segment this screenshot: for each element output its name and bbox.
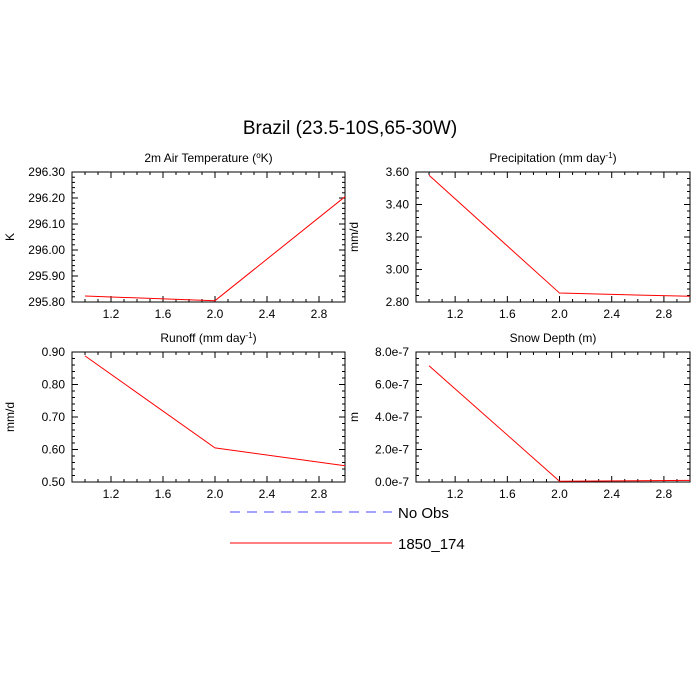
panel-4: Snow Depth (m) m 1.2 1.6 2.0 2.4 2.8 0.0e-7 2.0e…: [347, 331, 691, 501]
x-tick-label: 1.2: [447, 307, 464, 321]
y-tick-label: 0.90: [42, 345, 66, 359]
x-tick-label: 2.8: [656, 307, 673, 321]
y-axis-label: mm/d: [3, 402, 17, 432]
panel-title: Snow Depth (m): [510, 331, 597, 345]
x-tick-label: 1.2: [103, 487, 120, 501]
y-tick-label: 296.10: [28, 217, 65, 231]
legend-entry-2: 1850_174: [230, 536, 465, 553]
y-tick-label: 296.20: [28, 191, 65, 205]
panel-2: Precipitation (mm day-1) mm/d 1.2 1.6 2.0 2.4…: [347, 151, 691, 321]
series-line-1: [84, 196, 346, 302]
y-tick-label: 0.60: [42, 443, 66, 457]
y-tick-label: 296.30: [28, 165, 65, 179]
panels: 2m Air Temperature (oK) K 1.2 1.6 2.0 2.4 2.8 2…: [3, 151, 691, 501]
y-tick-label: 3.20: [386, 230, 410, 244]
series-line-1: [428, 174, 691, 297]
x-tick-label: 2.0: [207, 487, 224, 501]
y-tick-label: 8.0e-7: [375, 345, 409, 359]
panel-frame: [415, 351, 691, 483]
x-tick-label: 1.6: [499, 487, 516, 501]
y-tick-label: 4.0e-7: [375, 410, 409, 424]
x-tick-label: 2.8: [311, 487, 328, 501]
y-tick-label: 6.0e-7: [375, 378, 409, 392]
x-tick-label: 2.4: [603, 307, 620, 321]
y-axis-label: m: [347, 412, 361, 422]
y-axis-label: mm/d: [347, 222, 361, 252]
x-tick-label: 1.2: [447, 487, 464, 501]
panel-frame: [71, 351, 346, 483]
x-tick-label: 1.6: [155, 307, 172, 321]
y-tick-label: 0.50: [42, 475, 66, 489]
x-tick-label: 2.4: [259, 487, 276, 501]
series-line-1: [428, 365, 691, 482]
x-tick-label: 2.0: [551, 307, 568, 321]
x-tick-label: 1.6: [155, 487, 172, 501]
y-tick-label: 2.80: [386, 295, 410, 309]
panel-frame: [71, 171, 346, 303]
panel-title: Runoff (mm day-1): [160, 331, 256, 345]
legend-entry-1: No Obs: [230, 505, 449, 522]
series-line-1: [84, 355, 346, 467]
panel-1: 2m Air Temperature (oK) K 1.2 1.6 2.0 2.4 2.8 2…: [3, 151, 346, 321]
y-tick-label: 0.70: [42, 410, 66, 424]
y-tick-label: 296.00: [28, 243, 65, 257]
y-tick-label: 2.0e-7: [375, 443, 409, 457]
y-tick-label: 3.60: [386, 165, 410, 179]
y-tick-label: 3.40: [386, 198, 410, 212]
x-tick-label: 2.0: [207, 307, 224, 321]
x-tick-label: 2.0: [551, 487, 568, 501]
x-tick-label: 2.4: [259, 307, 276, 321]
y-tick-label: 0.80: [42, 378, 66, 392]
legend-label: No Obs: [398, 505, 449, 522]
panel-frame: [415, 171, 691, 303]
y-tick-label: 295.90: [28, 269, 65, 283]
legend-label: 1850_174: [398, 536, 465, 553]
x-tick-label: 2.8: [311, 307, 328, 321]
panel-title: Precipitation (mm day-1): [489, 151, 616, 165]
panel-3: Runoff (mm day-1) mm/d 1.2 1.6 2.0 2.4 2.8 0.50…: [3, 331, 346, 501]
y-tick-label: 295.80: [28, 295, 65, 309]
y-axis-label: K: [3, 233, 17, 241]
x-tick-label: 2.4: [603, 487, 620, 501]
x-tick-label: 2.8: [656, 487, 673, 501]
figure-title: Brazil (23.5-10S,65-30W): [243, 118, 457, 139]
panel-title: 2m Air Temperature (oK): [144, 151, 272, 165]
legend: No Obs 1850_174: [230, 505, 465, 553]
y-tick-label: 0.0e-7: [375, 475, 409, 489]
x-tick-label: 1.2: [103, 307, 120, 321]
y-tick-label: 3.00: [386, 263, 410, 277]
x-tick-label: 1.6: [499, 307, 516, 321]
